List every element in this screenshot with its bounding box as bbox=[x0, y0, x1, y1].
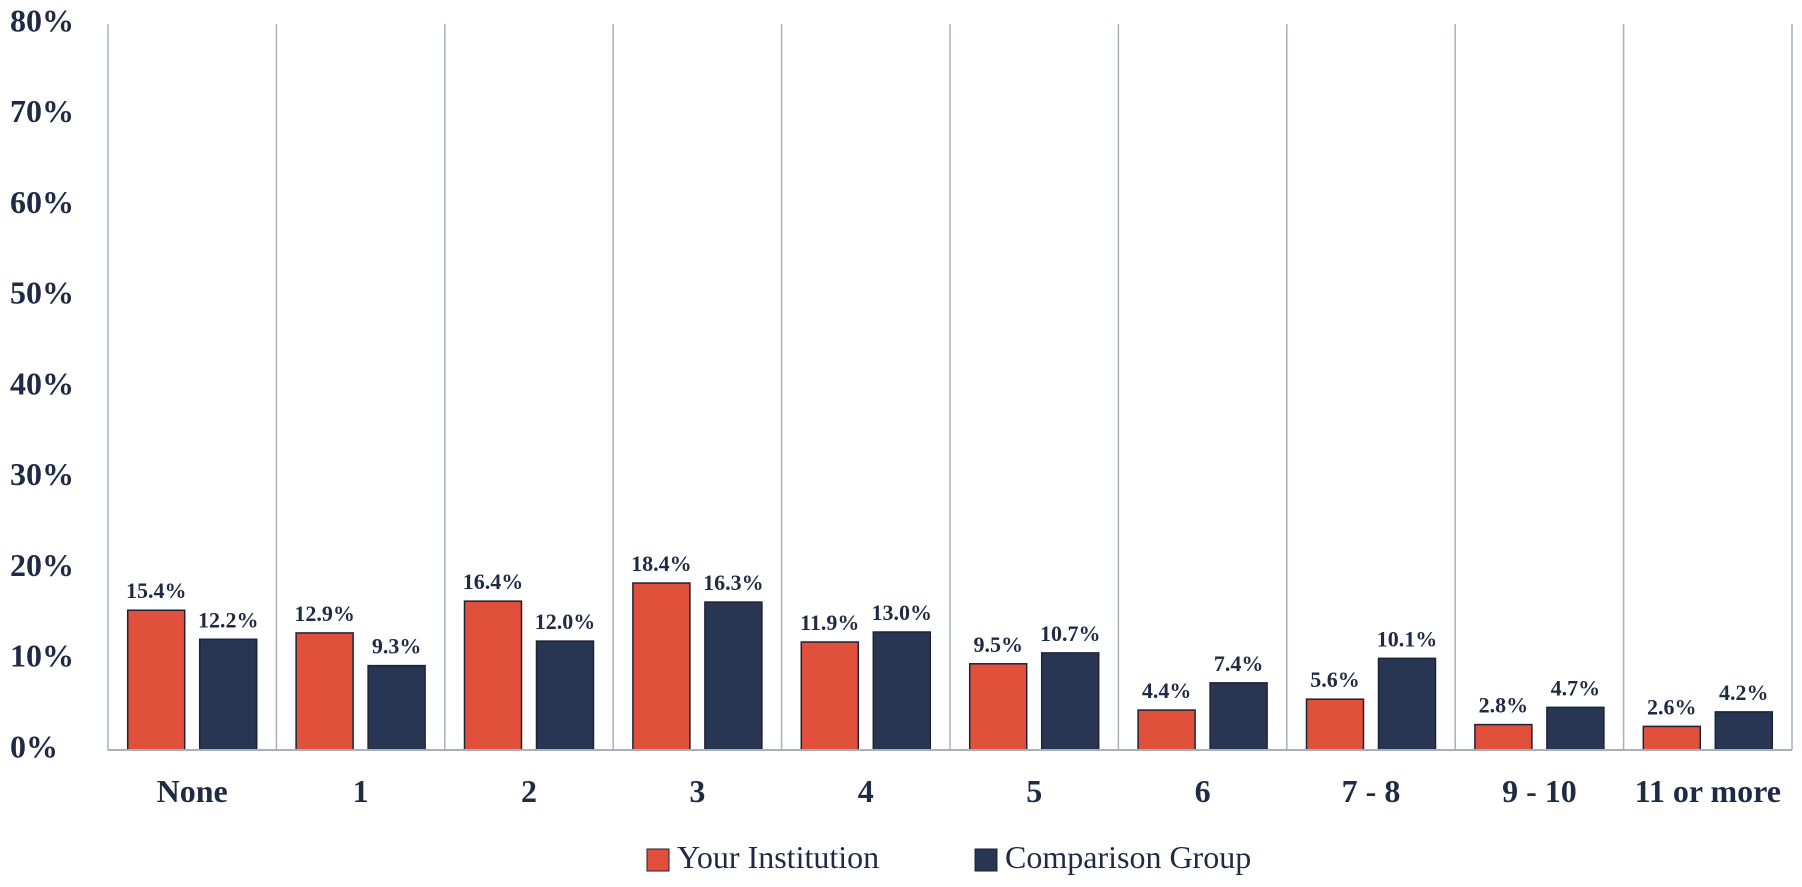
legend-swatch bbox=[646, 848, 670, 872]
x-tick-label: 1 bbox=[353, 773, 369, 809]
data-label: 12.9% bbox=[294, 601, 355, 626]
x-tick-label: 11 or more bbox=[1635, 773, 1781, 809]
x-tick-label: 2 bbox=[521, 773, 537, 809]
data-label: 11.9% bbox=[800, 610, 859, 635]
bar-your-institution bbox=[295, 632, 354, 751]
x-tick-label: 7 - 8 bbox=[1342, 773, 1401, 809]
bar-comparison-group bbox=[535, 640, 595, 751]
data-label: 16.4% bbox=[463, 569, 524, 594]
data-label: 15.4% bbox=[126, 578, 187, 603]
data-label: 5.6% bbox=[1310, 667, 1360, 692]
legend-label: Comparison Group bbox=[1005, 839, 1251, 875]
x-tick-label: 5 bbox=[1026, 773, 1042, 809]
y-tick-label: 50% bbox=[10, 275, 74, 311]
data-label: 12.0% bbox=[535, 609, 596, 634]
bar-comparison-group bbox=[1209, 682, 1268, 751]
bar-comparison-group bbox=[198, 638, 258, 751]
data-label: 4.7% bbox=[1551, 675, 1601, 700]
bar-comparison-group bbox=[872, 631, 932, 751]
data-label: 4.4% bbox=[1142, 678, 1192, 703]
y-tick-label: 80% bbox=[10, 2, 74, 38]
data-label: 10.7% bbox=[1040, 621, 1101, 646]
y-tick-label: 30% bbox=[10, 456, 74, 492]
data-label: 9.5% bbox=[973, 632, 1023, 657]
bar-your-institution bbox=[968, 663, 1028, 751]
data-label: 13.0% bbox=[872, 600, 933, 625]
legend-label: Your Institution bbox=[677, 839, 879, 875]
data-label: 12.2% bbox=[198, 607, 259, 632]
x-tick-label: 9 - 10 bbox=[1502, 773, 1577, 809]
x-tick-label: 3 bbox=[689, 773, 705, 809]
data-labels: 15.4% 12.2% 12.9% 9.3% 16.4% 12.0% 18.4% 16.3% 1… bbox=[126, 551, 1769, 719]
bar-comparison-group bbox=[1040, 652, 1100, 751]
y-tick-label: 20% bbox=[10, 547, 74, 583]
bar-your-institution bbox=[1474, 723, 1533, 751]
data-label: 2.6% bbox=[1647, 694, 1697, 719]
data-label: 16.3% bbox=[703, 570, 764, 595]
legend-swatch bbox=[974, 848, 998, 872]
data-label: 2.8% bbox=[1479, 693, 1529, 718]
data-label: 4.2% bbox=[1719, 680, 1769, 705]
category-separators bbox=[107, 24, 1793, 750]
bar-your-institution bbox=[1305, 698, 1365, 751]
y-tick-label: 10% bbox=[10, 638, 74, 674]
bar-comparison-group bbox=[1714, 711, 1774, 751]
bar-comparison-group bbox=[1377, 657, 1437, 751]
x-tick-label: 6 bbox=[1195, 773, 1211, 809]
legend: Your Institution Comparison Group bbox=[646, 839, 1251, 875]
y-tick-label: 0% bbox=[10, 728, 58, 764]
bar-your-institution bbox=[632, 582, 691, 751]
bar-your-institution bbox=[1642, 725, 1702, 751]
y-axis-ticks: 0% 10% 20% 30% 40% 50% 60% 70% 80% bbox=[10, 2, 74, 764]
x-tick-label: None bbox=[157, 773, 228, 809]
data-label: 18.4% bbox=[631, 551, 692, 576]
bars bbox=[126, 582, 1774, 751]
data-label: 9.3% bbox=[372, 634, 422, 659]
x-tick-label: 4 bbox=[858, 773, 874, 809]
bar-your-institution bbox=[463, 600, 523, 751]
data-label: 10.1% bbox=[1377, 626, 1438, 651]
bar-comparison-group bbox=[367, 664, 426, 751]
y-tick-label: 70% bbox=[10, 93, 74, 129]
y-tick-label: 60% bbox=[10, 184, 74, 220]
bar-comparison-group bbox=[1546, 706, 1605, 751]
x-axis-labels: None 1 2 3 4 5 6 7 - 8 9 - 10 11 or more bbox=[157, 773, 1781, 809]
bar-your-institution bbox=[126, 609, 186, 751]
bar-your-institution bbox=[1137, 709, 1196, 751]
data-label: 7.4% bbox=[1214, 651, 1264, 676]
bar-comparison-group bbox=[704, 601, 763, 751]
bar-your-institution bbox=[800, 641, 860, 751]
y-tick-label: 40% bbox=[10, 365, 74, 401]
